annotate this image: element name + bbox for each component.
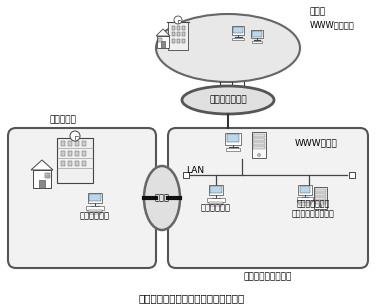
Circle shape — [174, 16, 182, 24]
Bar — [253, 138, 265, 141]
Bar — [182, 26, 185, 30]
Bar — [315, 193, 326, 196]
Bar — [227, 134, 239, 142]
Bar — [82, 141, 86, 146]
Bar — [298, 185, 312, 195]
Bar — [253, 142, 265, 145]
Text: 図　生涯学習情報提供システム構成例: 図 生涯学習情報提供システム構成例 — [139, 293, 245, 303]
Text: 情報入力端末: 情報入力端末 — [201, 204, 231, 212]
Bar — [253, 134, 265, 137]
Text: LAN: LAN — [186, 165, 204, 174]
Ellipse shape — [182, 86, 274, 114]
Bar — [209, 185, 223, 195]
Text: 公衆網: 公衆網 — [154, 193, 169, 203]
Circle shape — [70, 131, 80, 141]
Polygon shape — [156, 29, 170, 36]
FancyBboxPatch shape — [168, 128, 368, 268]
Bar — [86, 206, 104, 210]
Bar — [233, 27, 243, 33]
Bar — [225, 133, 241, 145]
Bar — [210, 204, 222, 206]
Text: WWWブラウザ: WWWブラウザ — [310, 21, 355, 29]
Bar — [177, 39, 180, 43]
Bar — [161, 41, 165, 48]
Bar — [207, 198, 225, 202]
Bar — [252, 41, 262, 43]
Bar — [182, 32, 185, 36]
Text: マルチメディア
データベースサーバ: マルチメディア データベースサーバ — [291, 199, 334, 219]
Bar — [45, 173, 50, 178]
Bar — [349, 172, 355, 178]
Bar — [61, 151, 65, 156]
Circle shape — [319, 204, 322, 208]
Polygon shape — [31, 160, 53, 170]
Bar — [253, 146, 265, 149]
Bar — [88, 193, 102, 204]
Text: WWWサーバ: WWWサーバ — [295, 138, 338, 147]
Bar — [182, 39, 185, 43]
Bar — [88, 210, 102, 212]
Bar — [68, 161, 72, 166]
Bar — [298, 200, 312, 203]
Bar — [61, 161, 65, 166]
Bar — [226, 148, 240, 151]
Bar — [75, 151, 79, 156]
Bar — [177, 32, 180, 36]
Bar — [252, 132, 266, 158]
Text: データベースセンタ: データベースセンタ — [244, 273, 292, 282]
Bar — [172, 26, 175, 30]
Bar — [68, 141, 72, 146]
Text: インターネット: インターネット — [209, 95, 247, 104]
Bar — [89, 194, 101, 201]
Bar — [252, 31, 262, 37]
Bar — [157, 36, 169, 48]
Ellipse shape — [144, 166, 180, 230]
FancyBboxPatch shape — [8, 128, 156, 268]
Bar — [68, 151, 72, 156]
Bar — [177, 26, 180, 30]
Bar — [315, 201, 326, 204]
Bar — [315, 189, 326, 192]
Ellipse shape — [156, 14, 300, 82]
Circle shape — [258, 154, 260, 157]
Bar — [57, 138, 93, 183]
Bar — [209, 202, 223, 204]
Bar — [89, 212, 101, 214]
Bar — [232, 38, 243, 40]
Bar — [300, 186, 310, 193]
Bar — [299, 203, 311, 205]
Bar — [297, 197, 313, 200]
Bar — [210, 186, 222, 193]
Bar — [315, 197, 326, 200]
Bar — [172, 39, 175, 43]
Bar — [33, 170, 51, 188]
Bar — [183, 172, 189, 178]
Bar — [232, 26, 244, 35]
Bar — [61, 141, 65, 146]
Bar — [75, 141, 79, 146]
Bar — [168, 22, 188, 50]
Bar — [158, 38, 162, 42]
Bar — [172, 32, 175, 36]
Text: 公共施設等: 公共施設等 — [50, 115, 76, 124]
Text: 家庭等: 家庭等 — [310, 7, 326, 17]
Text: 情報案内端末: 情報案内端末 — [80, 212, 110, 220]
Bar — [39, 180, 45, 188]
Bar — [251, 30, 263, 38]
Bar — [314, 187, 327, 209]
Bar — [75, 161, 79, 166]
Bar — [82, 151, 86, 156]
Bar — [82, 161, 86, 166]
